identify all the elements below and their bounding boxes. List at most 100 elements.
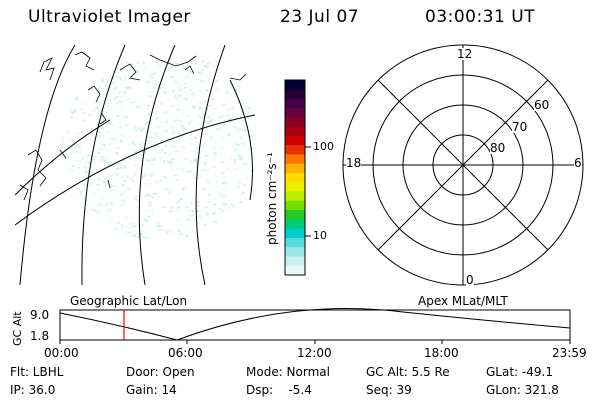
emission-pixel: [114, 228, 118, 231]
emission-pixel: [234, 89, 238, 92]
emission-pixel: [185, 170, 189, 173]
emission-pixel: [123, 165, 127, 168]
emission-pixel: [140, 230, 144, 233]
emission-pixel: [147, 104, 151, 107]
emission-pixel: [177, 84, 181, 87]
emission-pixel: [213, 198, 217, 200]
emission-pixel: [157, 195, 161, 198]
emission-pixel: [129, 223, 133, 225]
emission-pixel: [149, 140, 153, 143]
emission-pixel: [243, 125, 246, 128]
emission-pixel: [132, 225, 136, 228]
emission-pixel: [75, 96, 79, 99]
emission-pixel: [155, 117, 159, 120]
emission-pixel: [140, 145, 144, 148]
emission-pixel: [113, 188, 117, 191]
emission-pixel: [216, 128, 220, 131]
emission-pixel: [226, 114, 230, 117]
emission-pixel: [231, 120, 234, 123]
emission-pixel: [174, 209, 178, 212]
emission-pixel: [214, 175, 218, 178]
emission-pixel: [227, 118, 231, 120]
emission-pixel: [213, 203, 217, 206]
emission-pixel: [158, 225, 162, 228]
geo-grid: [15, 45, 255, 285]
emission-pixel: [166, 228, 170, 231]
emission-pixel: [71, 151, 75, 154]
emission-pixel: [107, 79, 110, 82]
emission-pixel: [167, 191, 171, 194]
emission-pixel: [199, 107, 203, 110]
emission-pixel: [183, 129, 187, 131]
emission-pixel: [101, 80, 105, 83]
emission-pixel: [157, 136, 161, 138]
emission-pixel: [231, 107, 235, 110]
emission-pixel: [220, 127, 224, 130]
emission-pixel: [235, 142, 239, 145]
emission-pixel: [153, 157, 156, 160]
emission-pixel: [166, 160, 170, 163]
emission-pixel: [116, 146, 120, 149]
emission-pixel: [101, 119, 105, 122]
emission-pixel: [246, 126, 250, 129]
emission-pixel: [135, 156, 139, 159]
emission-pixel: [132, 174, 136, 177]
emission-pixel: [136, 199, 140, 202]
emission-pixel: [102, 181, 106, 184]
emission-pixel: [186, 74, 190, 77]
emission-pixel: [128, 231, 132, 234]
polar-diagonal-b: [377, 79, 549, 251]
emission-pixel: [124, 225, 128, 228]
emission-pixel: [132, 222, 136, 225]
emission-pixel: [134, 96, 138, 99]
emission-pixel: [144, 183, 148, 186]
emission-pixel: [215, 80, 219, 82]
emission-pixel: [109, 161, 113, 164]
emission-pixel: [199, 90, 203, 93]
emission-pixel: [110, 190, 114, 193]
info-gc-alt: GC Alt: 5.5 Re: [366, 365, 450, 379]
emission-pixel: [85, 162, 89, 165]
emission-pixel: [120, 133, 124, 136]
emission-pixel: [60, 136, 64, 139]
emission-pixel: [153, 72, 156, 75]
emission-pixel: [114, 85, 118, 88]
emission-pixel: [241, 102, 245, 105]
emission-pixel: [206, 201, 210, 204]
emission-pixel: [101, 198, 105, 200]
emission-pixel: [188, 133, 192, 136]
emission-pixel: [221, 136, 225, 139]
emission-pixel: [237, 84, 240, 87]
emission-pixel: [167, 190, 171, 193]
emission-pixel: [156, 145, 159, 148]
emission-pixel: [84, 160, 88, 162]
emission-pixel: [138, 148, 142, 151]
colorbar-segment: [285, 98, 305, 109]
emission-pixel: [187, 122, 191, 125]
emission-pixel: [185, 93, 189, 96]
emission-pixel: [197, 115, 201, 118]
emission-pixel: [230, 203, 233, 206]
emission-pixel: [75, 98, 79, 101]
emission-pixel: [129, 101, 133, 104]
emission-pixel: [108, 86, 112, 89]
emission-pixel: [192, 106, 196, 109]
emission-pixel: [132, 233, 136, 236]
emission-pixel: [142, 143, 146, 145]
emission-pixel: [176, 219, 180, 222]
emission-pixel: [238, 182, 242, 185]
emission-pixel: [180, 156, 184, 159]
emission-pixel: [125, 99, 128, 102]
emission-pixel: [147, 136, 150, 139]
emission-pixel: [130, 63, 134, 66]
emission-pixel: [129, 225, 133, 228]
emission-pixel: [97, 112, 101, 115]
emission-pixel: [156, 126, 160, 128]
emission-pixel: [147, 141, 151, 144]
emission-pixel: [183, 169, 187, 172]
emission-pixel: [224, 203, 228, 205]
emission-pixel: [108, 208, 112, 211]
emission-pixel: [196, 204, 200, 207]
emission-pixel: [102, 71, 106, 74]
emission-pixel: [77, 146, 81, 149]
